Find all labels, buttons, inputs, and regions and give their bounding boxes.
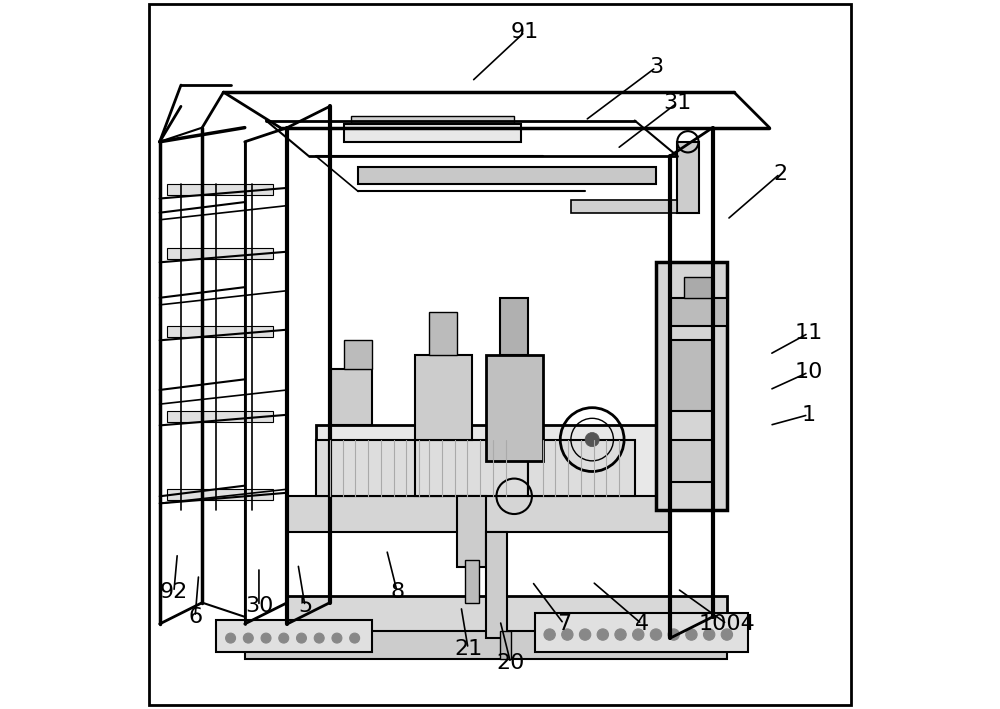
Bar: [500, 298, 528, 354]
Circle shape: [585, 432, 599, 447]
Circle shape: [703, 629, 715, 640]
Circle shape: [261, 633, 271, 643]
Bar: [535, 613, 748, 652]
Bar: [351, 116, 514, 123]
Circle shape: [597, 629, 608, 640]
Bar: [167, 489, 273, 500]
Circle shape: [226, 633, 236, 643]
Text: 91: 91: [511, 22, 539, 42]
Circle shape: [668, 629, 679, 640]
Bar: [670, 440, 713, 482]
Circle shape: [297, 633, 306, 643]
Text: 4: 4: [635, 614, 649, 634]
Bar: [344, 124, 521, 142]
Circle shape: [243, 633, 253, 643]
Circle shape: [279, 633, 289, 643]
Bar: [429, 312, 457, 354]
Bar: [167, 248, 273, 259]
Bar: [167, 411, 273, 422]
Bar: [330, 369, 372, 425]
Bar: [677, 142, 699, 213]
Bar: [457, 496, 486, 567]
Bar: [287, 496, 670, 532]
Text: 1: 1: [801, 405, 815, 425]
Text: 11: 11: [794, 323, 823, 343]
Text: 8: 8: [390, 582, 404, 602]
Text: 10: 10: [794, 362, 823, 382]
Bar: [415, 440, 528, 496]
Bar: [486, 532, 507, 638]
Bar: [167, 184, 273, 195]
Circle shape: [332, 633, 342, 643]
Circle shape: [615, 629, 626, 640]
Bar: [358, 167, 656, 184]
Text: 21: 21: [454, 639, 482, 659]
Bar: [287, 596, 727, 638]
Circle shape: [686, 629, 697, 640]
Bar: [415, 354, 472, 440]
Bar: [571, 200, 677, 213]
Circle shape: [579, 629, 591, 640]
Bar: [670, 340, 713, 411]
Text: 92: 92: [160, 582, 188, 602]
Circle shape: [650, 629, 662, 640]
Bar: [528, 440, 635, 496]
Bar: [684, 277, 713, 298]
Circle shape: [562, 629, 573, 640]
Bar: [465, 560, 479, 603]
Circle shape: [314, 633, 324, 643]
Text: 3: 3: [649, 57, 663, 77]
Circle shape: [350, 633, 360, 643]
Bar: [656, 262, 727, 510]
Text: 20: 20: [496, 653, 525, 673]
Circle shape: [721, 629, 733, 640]
Bar: [486, 354, 543, 461]
Bar: [670, 298, 727, 326]
Bar: [316, 440, 443, 496]
Bar: [500, 631, 511, 659]
Text: 5: 5: [298, 596, 312, 616]
Bar: [167, 326, 273, 337]
Text: 31: 31: [663, 93, 691, 113]
Text: 7: 7: [557, 614, 571, 634]
Bar: [316, 425, 684, 510]
Text: 30: 30: [245, 596, 273, 616]
Text: 2: 2: [773, 164, 787, 184]
Circle shape: [633, 629, 644, 640]
Bar: [245, 631, 727, 659]
Circle shape: [544, 629, 555, 640]
Text: 6: 6: [188, 607, 202, 627]
Bar: [216, 620, 372, 652]
Bar: [344, 340, 372, 369]
Text: 1004: 1004: [699, 614, 755, 634]
